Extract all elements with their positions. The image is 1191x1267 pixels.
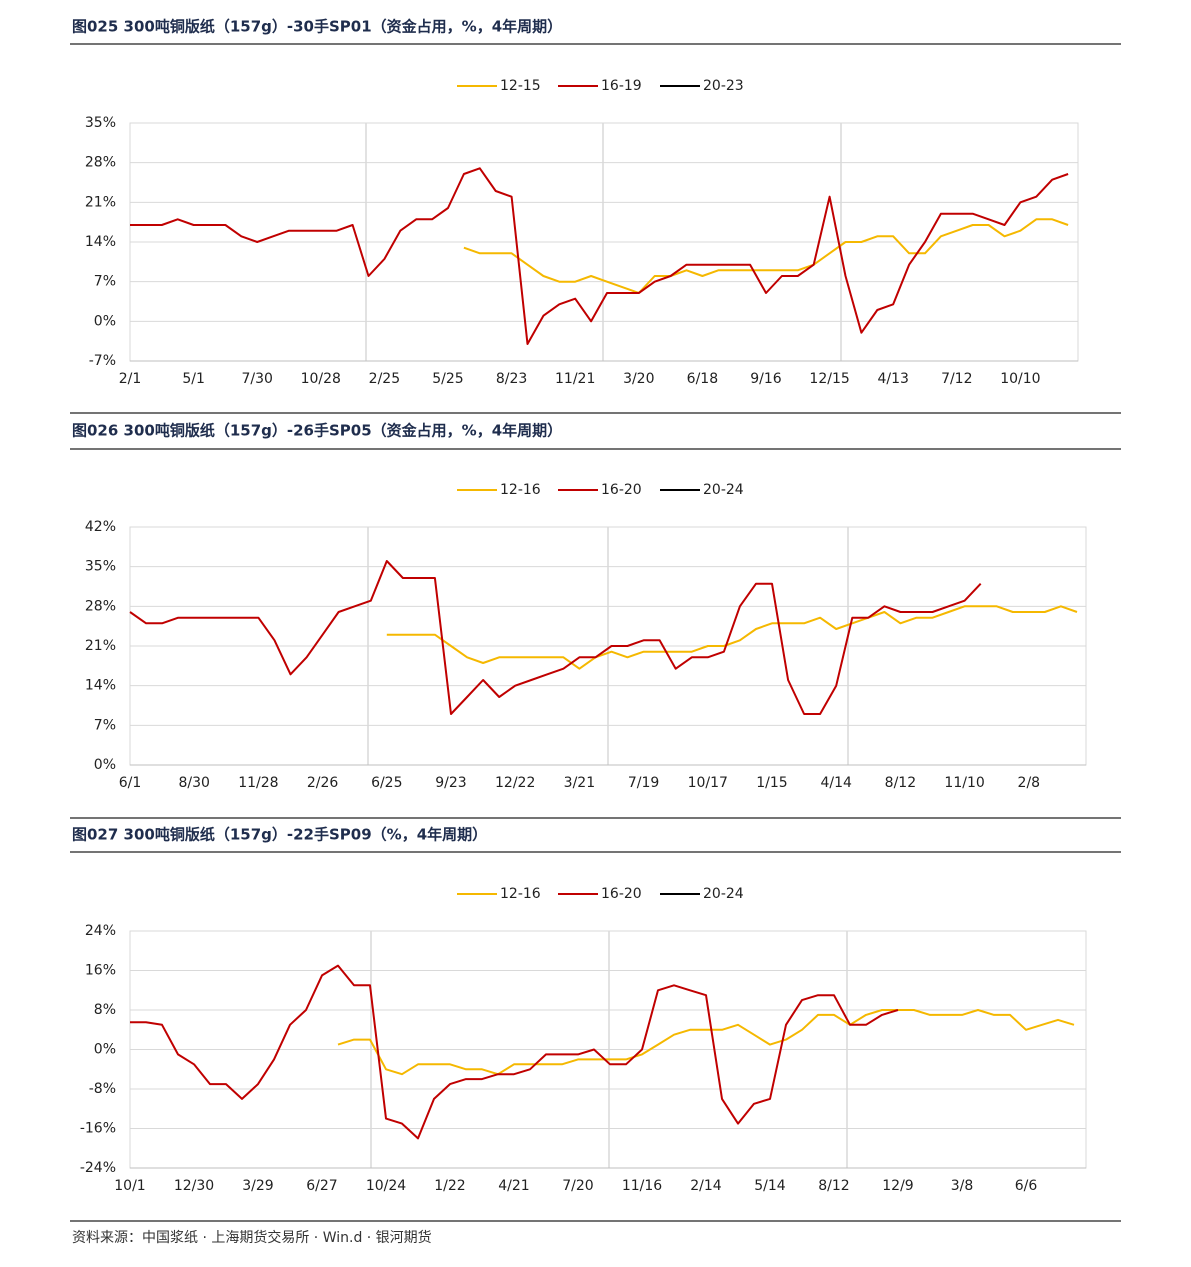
x-tick-label: 8/30 <box>178 775 209 791</box>
x-tick-label: 6/25 <box>371 775 402 791</box>
series-line <box>463 218 1069 294</box>
x-tick-label: 12/15 <box>809 371 849 387</box>
x-tick-label: 1/15 <box>756 775 787 791</box>
legend-label: 16-20 <box>601 482 642 498</box>
y-tick-label: 0% <box>94 757 116 773</box>
x-tick-label: 11/21 <box>555 371 595 387</box>
y-tick-label: 21% <box>85 638 116 654</box>
x-tick-label: 3/8 <box>951 1178 974 1194</box>
x-tick-label: 3/29 <box>242 1178 273 1194</box>
series-line <box>130 167 1069 345</box>
source-note: 资料来源：中国浆纸 · 上海期货交易所 · Win.d · 银河期货 <box>72 1229 432 1246</box>
y-tick-label: -24% <box>80 1160 116 1176</box>
y-tick-label: 24% <box>85 923 116 939</box>
y-tick-label: 35% <box>85 115 116 131</box>
x-tick-label: 11/28 <box>238 775 278 791</box>
y-tick-label: -8% <box>89 1081 116 1097</box>
x-tick-label: 5/14 <box>754 1178 786 1194</box>
x-tick-label: 8/23 <box>496 371 527 387</box>
x-tick-label: 5/1 <box>182 371 205 387</box>
x-tick-label: 5/25 <box>432 371 463 387</box>
x-tick-label: 11/10 <box>944 775 984 791</box>
x-tick-label: 6/27 <box>306 1178 337 1194</box>
y-tick-label: -16% <box>80 1121 116 1137</box>
y-tick-label: 7% <box>94 717 116 733</box>
x-tick-label: 10/24 <box>366 1178 406 1194</box>
legend-label: 12-16 <box>500 886 541 902</box>
chart-title: 图027 300吨铜版纸（157g）-22手SP09（%，4年周期） <box>72 826 487 844</box>
series-line <box>337 1009 1075 1076</box>
y-tick-label: 21% <box>85 194 116 210</box>
x-tick-label: 4/13 <box>877 371 908 387</box>
x-tick-label: 11/16 <box>622 1178 662 1194</box>
series-line <box>386 605 1078 670</box>
x-tick-label: 2/26 <box>307 775 339 791</box>
y-tick-label: 0% <box>94 313 116 329</box>
x-tick-label: 1/22 <box>434 1178 465 1194</box>
y-tick-label: 42% <box>85 519 116 535</box>
x-tick-label: 6/18 <box>687 371 718 387</box>
x-tick-label: 6/6 <box>1015 1178 1038 1194</box>
y-tick-label: 14% <box>85 234 116 250</box>
legend-label: 12-15 <box>500 78 541 94</box>
y-tick-label: 28% <box>85 155 116 171</box>
chart-title: 图025 300吨铜版纸（157g）-30手SP01（资金占用，%，4年周期） <box>72 18 562 36</box>
legend-label: 20-24 <box>703 886 744 902</box>
x-tick-label: 9/16 <box>750 371 782 387</box>
x-tick-label: 7/19 <box>628 775 659 791</box>
x-tick-label: 9/23 <box>435 775 466 791</box>
x-tick-label: 10/10 <box>1000 371 1040 387</box>
series-line <box>129 560 982 715</box>
x-tick-label: 12/22 <box>495 775 535 791</box>
legend-label: 12-16 <box>500 482 541 498</box>
x-tick-label: 7/12 <box>941 371 972 387</box>
legend-label: 20-23 <box>703 78 744 94</box>
y-tick-label: 14% <box>85 678 116 694</box>
x-tick-label: 3/21 <box>564 775 595 791</box>
y-tick-label: 8% <box>94 1002 116 1018</box>
legend-label: 20-24 <box>703 482 744 498</box>
legend-label: 16-20 <box>601 886 642 902</box>
y-tick-label: 0% <box>94 1042 116 1058</box>
x-tick-label: 4/14 <box>820 775 852 791</box>
x-tick-label: 6/1 <box>119 775 142 791</box>
x-tick-label: 8/12 <box>885 775 916 791</box>
x-tick-label: 10/1 <box>114 1178 145 1194</box>
x-tick-label: 7/20 <box>562 1178 593 1194</box>
x-tick-label: 10/28 <box>301 371 341 387</box>
y-tick-label: 35% <box>85 559 116 575</box>
chart-title: 图026 300吨铜版纸（157g）-26手SP05（资金占用，%，4年周期） <box>72 422 562 440</box>
x-tick-label: 2/8 <box>1018 775 1041 791</box>
y-tick-label: 28% <box>85 598 116 614</box>
x-tick-label: 4/21 <box>498 1178 529 1194</box>
x-tick-label: 10/17 <box>688 775 728 791</box>
x-tick-label: 8/12 <box>818 1178 849 1194</box>
y-tick-label: 7% <box>94 274 116 290</box>
y-tick-label: 16% <box>85 963 116 979</box>
x-tick-label: 3/20 <box>623 371 654 387</box>
y-tick-label: -7% <box>89 353 116 369</box>
x-tick-label: 12/9 <box>882 1178 913 1194</box>
x-tick-label: 2/25 <box>369 371 400 387</box>
x-tick-label: 12/30 <box>174 1178 214 1194</box>
x-tick-label: 2/14 <box>690 1178 722 1194</box>
legend-label: 16-19 <box>601 78 642 94</box>
series-line <box>130 964 899 1140</box>
x-tick-label: 2/1 <box>119 371 142 387</box>
x-tick-label: 7/30 <box>241 371 272 387</box>
